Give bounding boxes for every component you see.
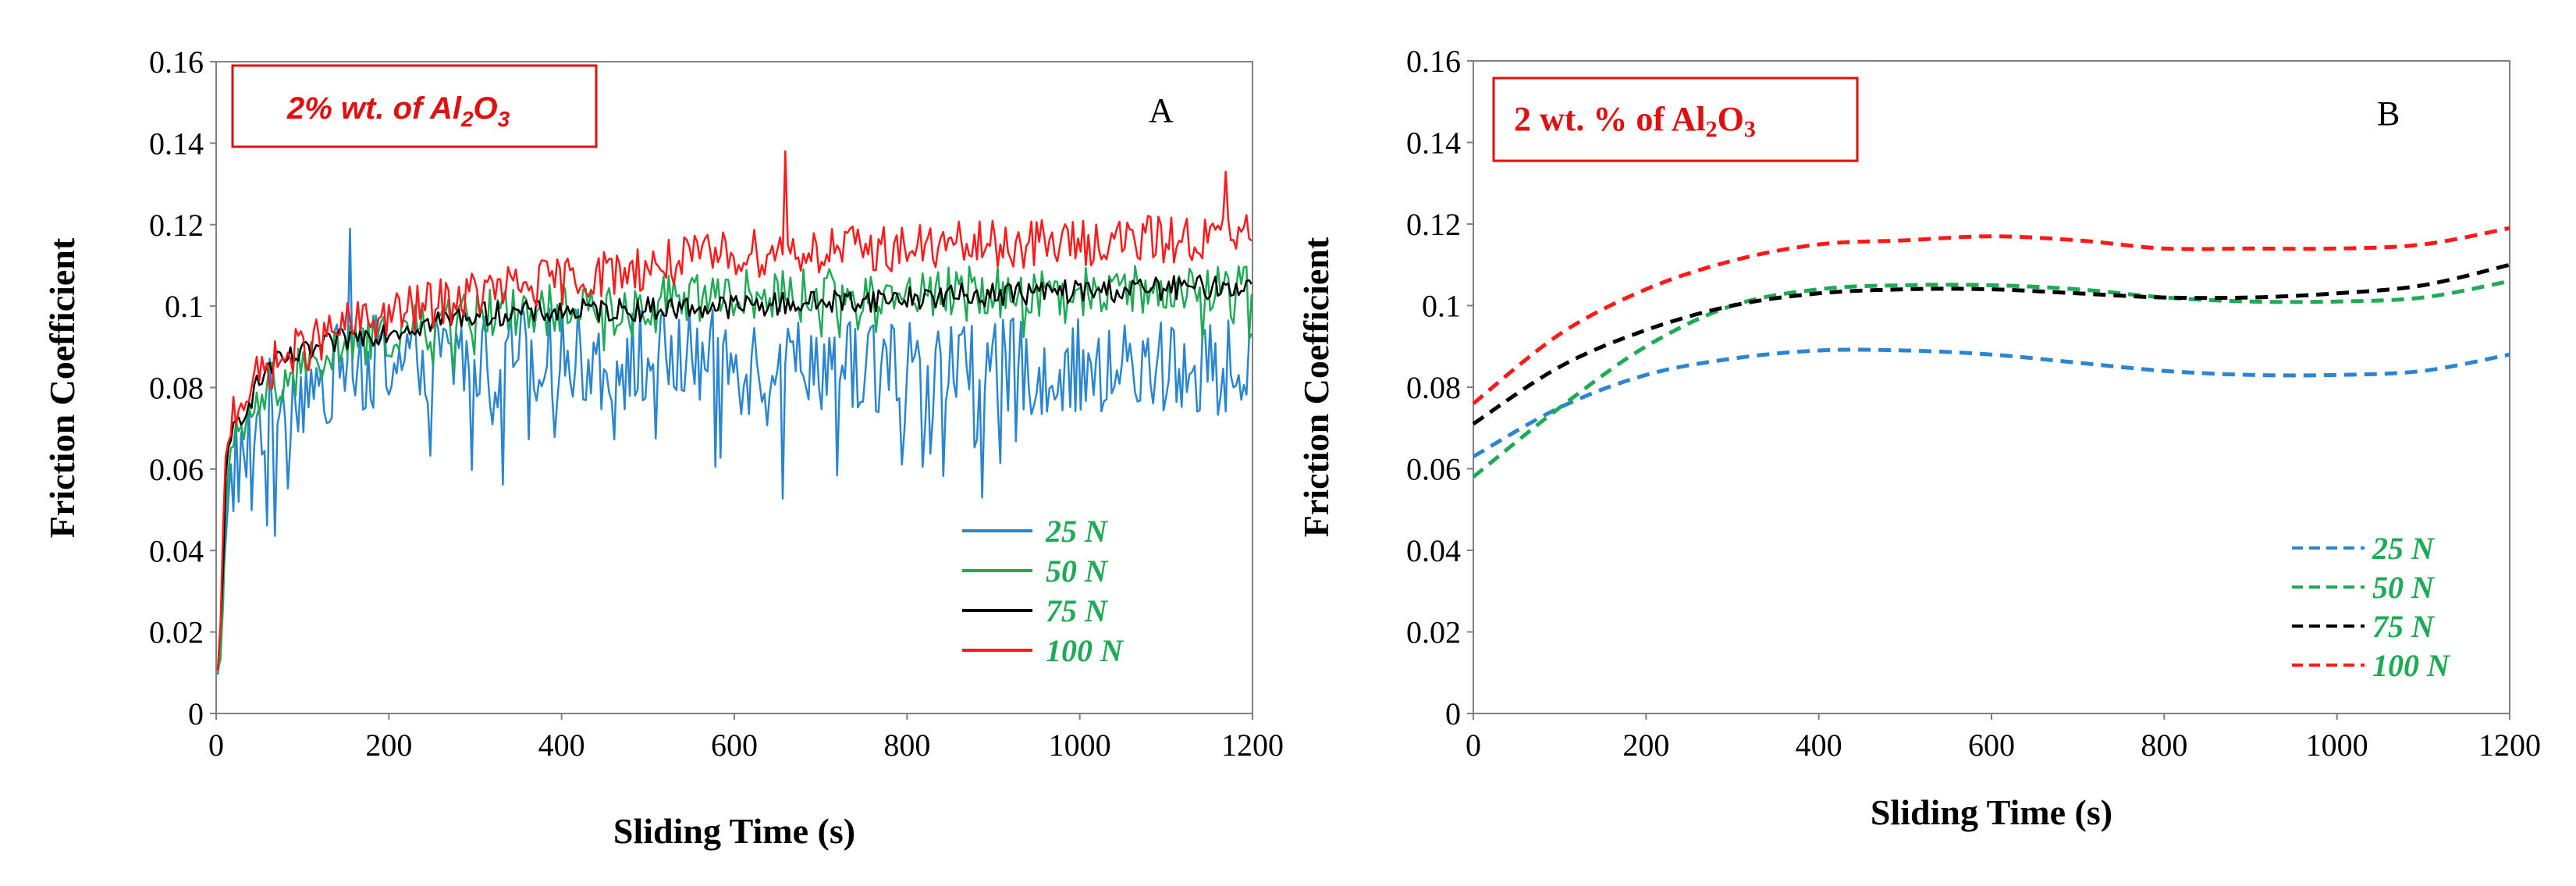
panel-b-legend-label: 100 N: [2372, 648, 2451, 683]
panel-b-y-tick-label: 0.04: [1406, 533, 1461, 568]
panel-a-legend: 25 N 50 N 75 N 100 N: [962, 514, 1125, 668]
panel-a-legend-label: 25 N: [1045, 514, 1109, 549]
panel-b-x-tick-label: 0: [1466, 728, 1481, 763]
panel-b-title-box: 2 wt. % of Al2O3: [1492, 77, 1859, 162]
panel-a-letter: A: [1149, 91, 1174, 130]
panel-b-legend-label: 75 N: [2372, 609, 2436, 644]
panel-a-y-axis-title: Friction Coefficient: [42, 237, 82, 538]
panel-a-y-tick-label: 0.14: [149, 126, 204, 161]
panel-b-y-tick-label: 0.1: [1422, 289, 1461, 324]
panel-b-y-tick-label: 0.12: [1406, 207, 1461, 242]
panel-a-x-tick-label: 800: [883, 728, 930, 763]
panel-a-x-tick-label: 1200: [1221, 728, 1284, 763]
panel-b-x-tick-label: 1200: [2478, 728, 2541, 763]
panel-a-y-tick-label: 0.06: [149, 452, 204, 487]
panel-b-x-tick-label: 400: [1796, 728, 1842, 763]
panel-a-series-50n: [216, 265, 1253, 671]
panel-b-y-tick-label: 0.02: [1406, 615, 1461, 650]
panel-b-series-layer: [1472, 226, 2510, 479]
panel-a-y-tick-label: 0.08: [149, 371, 204, 406]
panel-b-y-tick-label: 0.16: [1406, 44, 1461, 79]
panel-a-title-box-border: [231, 64, 598, 148]
panel-a-x-tick-label: 0: [208, 728, 224, 763]
panel-a-axes: 0 0.02 0.04 0.06 0.08 0.1 0.12 0.14 0.16 0 200 400 6…: [149, 44, 1284, 763]
panel-a-x-tick-label: 600: [711, 728, 758, 763]
panel-b-y-tick-label: 0.06: [1406, 452, 1461, 487]
panel-a-series-layer: [216, 150, 1253, 675]
panel-a-x-tick-label: 200: [365, 728, 412, 763]
panel-a-y-tick-label: 0.02: [149, 615, 204, 650]
panel-b-y-tick-label: 0.08: [1406, 370, 1461, 405]
panel-b-title-text: 2 wt. % of Al2O3: [1514, 100, 1756, 142]
panel-b-title-box-border: [1492, 77, 1859, 162]
panel-b-x-tick-label: 1000: [2306, 728, 2368, 763]
panel-a-series-75n: [216, 274, 1252, 669]
panel-a-title-text: 2% wt. of Al2O3: [286, 91, 510, 131]
panel-a-x-tick-label: 400: [538, 728, 585, 763]
panel-b-series-100n: [1472, 226, 2510, 405]
panel-b-y-tick-label: 0.14: [1406, 126, 1461, 161]
panel-a-y-tick-label: 0.16: [149, 44, 204, 80]
panel-a-x-axis-title: Sliding Time (s): [613, 811, 855, 851]
panel-b-chart: 0 0.02 0.04 0.06 0.08 0.1 0.12 0.14 0.16 0 200 400 6…: [1296, 44, 2541, 832]
panel-b-letter: B: [2377, 94, 2400, 133]
panel-b-y-tick-label: 0: [1445, 696, 1461, 731]
panel-a-y-tick-label: 0.1: [165, 289, 204, 324]
panel-b-x-tick-label: 800: [2141, 728, 2187, 763]
panel-b-series-75n: [1472, 262, 2510, 426]
panel-b-plot-frame: [1473, 60, 2510, 714]
panel-b-x-tick-label: 200: [1622, 728, 1669, 763]
panel-a-series-100n: [216, 150, 1252, 671]
panel-b-x-tick-label: 600: [1968, 728, 2015, 763]
panel-b-y-axis-title: Friction Coefficient: [1296, 237, 1336, 537]
panel-a-y-tick-label: 0: [188, 696, 204, 731]
panel-a-series-25n: [216, 227, 1253, 675]
panel-b-legend: 25 N 50 N 75 N 100 N: [2292, 531, 2451, 683]
panel-b-axes: 0 0.02 0.04 0.06 0.08 0.1 0.12 0.14 0.16 0 200 400 6…: [1406, 44, 2541, 763]
panel-a-x-tick-label: 1000: [1049, 728, 1111, 763]
panel-b-legend-label: 25 N: [2372, 531, 2436, 566]
panel-b-series-25n: [1472, 347, 2510, 458]
panel-b-series-50n: [1472, 279, 2510, 479]
panel-a-y-tick-label: 0.12: [149, 208, 204, 243]
panel-a-legend-label: 100 N: [1046, 633, 1125, 668]
panel-a-title-box: 2% wt. of Al2O3: [231, 64, 598, 148]
panel-b-legend-label: 50 N: [2372, 570, 2436, 605]
panel-b-x-axis-title: Sliding Time (s): [1871, 792, 2112, 832]
panel-a-legend-label: 50 N: [1046, 553, 1109, 589]
panel-a-y-tick-label: 0.04: [149, 533, 204, 568]
panel-a-chart: 0 0.02 0.04 0.06 0.08 0.1 0.12 0.14 0.16 0 200 400 6…: [42, 44, 1284, 851]
panel-a-legend-label: 75 N: [1046, 593, 1109, 628]
